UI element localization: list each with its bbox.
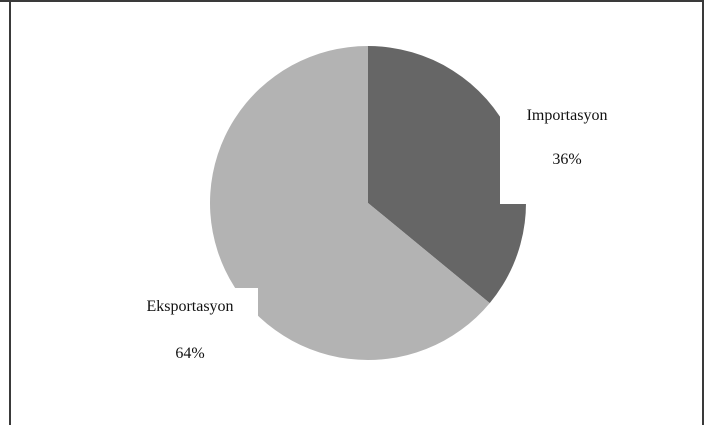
pie-slice-eksportasyon [210,46,490,360]
pie-slice-importasyon [368,46,527,304]
label-box-importasyon [500,86,622,204]
slice-label-importasyon: Importasyon [527,107,608,124]
frame-border-top [0,0,704,2]
slice-percent-eksportasyon: 64% [175,345,204,362]
slice-label-eksportasyon: Eksportasyon [146,298,233,315]
frame-border-right [702,0,704,425]
frame-border-left [9,0,11,425]
slice-percent-importasyon: 36% [552,151,581,168]
label-box-eksportasyon [122,288,258,374]
pie-slices [210,46,527,360]
